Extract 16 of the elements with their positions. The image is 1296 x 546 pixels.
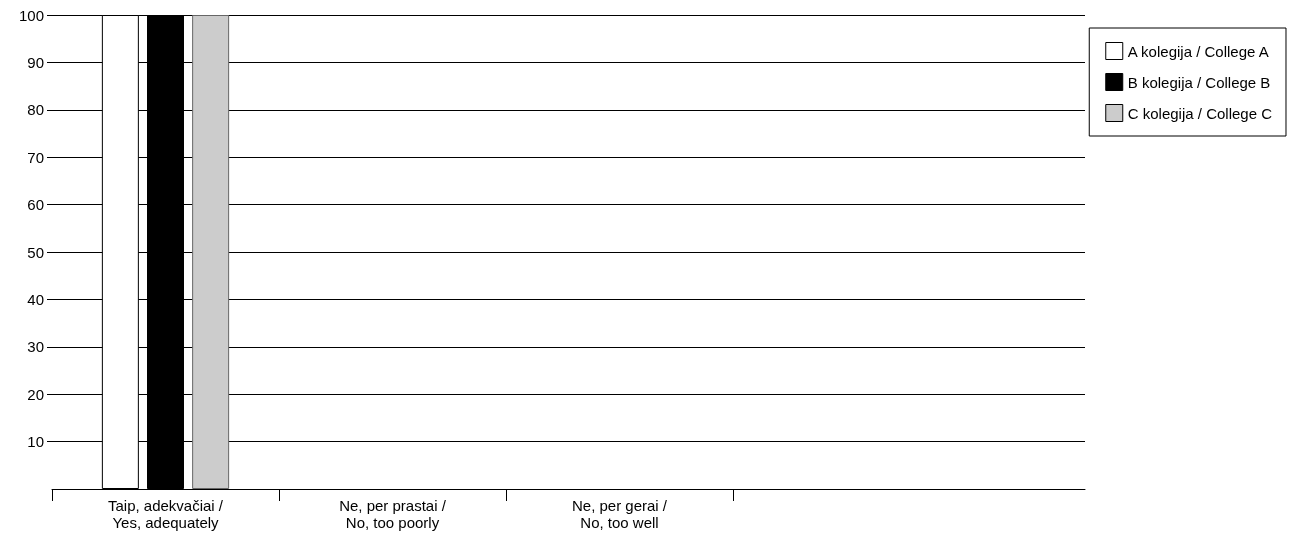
- y-tick-label: 50: [27, 243, 44, 261]
- y-tick-label: 80: [27, 101, 44, 119]
- y-tick-label: 100: [18, 6, 44, 24]
- x-tick-label: Ne, per gerai / No, too well: [571, 497, 668, 531]
- y-tick-label: 90: [27, 53, 44, 71]
- y-tick-label: 20: [27, 385, 44, 403]
- y-tick-label: 40: [27, 290, 44, 308]
- x-tick-label: Ne, per prastai / No, too poorly: [339, 497, 447, 531]
- y-tick-label: 30: [27, 338, 44, 356]
- legend-label: B kolegija / College B: [1127, 73, 1271, 91]
- y-tick-label: 70: [27, 148, 44, 166]
- y-tick-label: 10: [27, 433, 44, 451]
- legend-label: A kolegija / College A: [1127, 42, 1269, 60]
- x-tick-label: Taip, adekvačiai / Yes, adequately: [107, 497, 224, 531]
- y-tick-label: 60: [27, 196, 44, 214]
- legend-label: C kolegija / College C: [1127, 104, 1273, 122]
